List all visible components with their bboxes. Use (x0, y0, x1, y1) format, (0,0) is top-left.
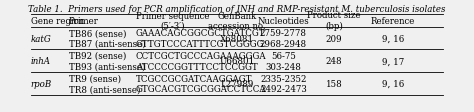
Text: Primer: Primer (69, 17, 99, 26)
Text: GTGCACGTCGCGGACCTCCA: GTGCACGTCGCGGACCTCCA (136, 84, 266, 93)
Text: 2335-2352: 2335-2352 (260, 74, 307, 83)
Text: Reference: Reference (371, 17, 415, 26)
Text: 303-248: 303-248 (265, 62, 301, 71)
Text: 2492-2473: 2492-2473 (260, 84, 307, 93)
Text: TB86 (sense): TB86 (sense) (69, 29, 126, 38)
Text: TR9 (sense): TR9 (sense) (69, 74, 121, 83)
Text: 248: 248 (326, 57, 342, 66)
Text: 209: 209 (326, 34, 342, 43)
Text: U66801: U66801 (219, 57, 255, 66)
Text: inhA: inhA (31, 57, 51, 66)
Text: GenBank
accession no.: GenBank accession no. (208, 11, 266, 31)
Text: katG: katG (31, 34, 51, 43)
Text: L27989: L27989 (220, 79, 254, 88)
Text: 2968-2948: 2968-2948 (260, 40, 307, 48)
Text: CCTCGCTGCCCAGAAAGGGA: CCTCGCTGCCCAGAAAGGGA (136, 52, 266, 60)
Text: 56-75: 56-75 (271, 52, 296, 60)
Text: TR8 (anti-sense): TR8 (anti-sense) (69, 84, 140, 93)
Text: TB87 (anti-sense): TB87 (anti-sense) (69, 40, 145, 48)
Text: Gene region: Gene region (31, 17, 84, 26)
Text: 158: 158 (326, 79, 342, 88)
Text: TB92 (sense): TB92 (sense) (69, 52, 126, 60)
Text: Primer sequence
(5′-3′): Primer sequence (5′-3′) (136, 11, 210, 31)
Text: ATCCCCGGTTTCCTCCGGT: ATCCCCGGTTTCCTCCGGT (136, 62, 258, 71)
Text: 2759-2778: 2759-2778 (260, 29, 307, 38)
Text: 9, 16: 9, 16 (382, 34, 404, 43)
Text: Table 1.  Primers used for PCR amplification of INH and RMP-resistant M. tubercu: Table 1. Primers used for PCR amplificat… (28, 5, 446, 14)
Text: Nucleotides: Nucleotides (257, 17, 309, 26)
Text: Product size
(bp): Product size (bp) (307, 11, 361, 31)
Text: GTTGTCCCATTTCGTCGGGG: GTTGTCCCATTTCGTCGGGG (136, 40, 264, 48)
Text: 9, 17: 9, 17 (382, 57, 404, 66)
Text: 9, 16: 9, 16 (382, 79, 404, 88)
Text: X68081: X68081 (220, 34, 254, 43)
Text: rpoB: rpoB (31, 79, 52, 88)
Text: TCGCCGCGATCAAGGAGT: TCGCCGCGATCAAGGAGT (136, 74, 253, 83)
Text: TB93 (anti-sense): TB93 (anti-sense) (69, 62, 145, 71)
Text: GAAACAGCGGCGCTGATCGT: GAAACAGCGGCGCTGATCGT (136, 29, 265, 38)
